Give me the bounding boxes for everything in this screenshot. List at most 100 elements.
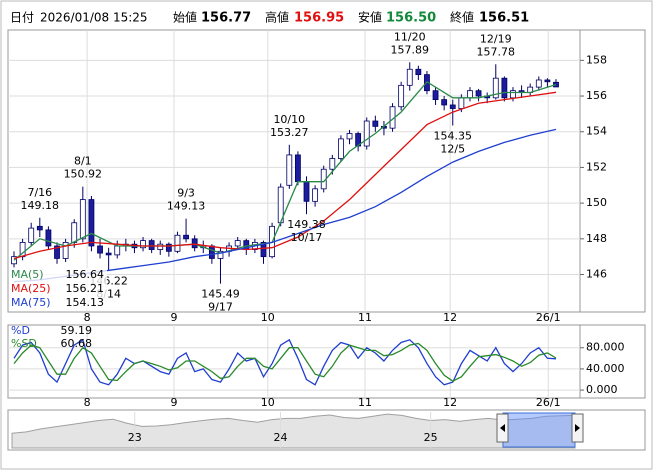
candle-body — [449, 104, 456, 109]
annotation-value: 157.89 — [390, 43, 429, 56]
annotation-date: 8/1 — [74, 155, 92, 168]
candle-body — [535, 79, 542, 88]
annotation-date: 7/16 — [27, 186, 52, 199]
value: 2026/01/08 15:25 — [40, 11, 148, 25]
x-tick-label: 9 — [171, 396, 178, 409]
x-tick-label: 23 — [128, 431, 142, 444]
legend-value: 156.64 — [66, 268, 105, 281]
candle-body — [346, 133, 353, 140]
candle-body — [234, 240, 241, 247]
candle-body — [183, 234, 189, 240]
candle-body — [295, 154, 301, 183]
value: 156.95 — [294, 11, 344, 26]
legend-name: MA(5) — [11, 268, 44, 281]
legend-value: 59.19 — [61, 324, 93, 337]
line — [13, 342, 557, 382]
candle-body — [363, 120, 370, 147]
x-tick-label: 9 — [171, 311, 178, 324]
line — [13, 80, 557, 261]
annotation-date: 10/17 — [291, 231, 323, 244]
candle-body — [208, 245, 215, 259]
y-tick-label: 156 — [586, 89, 607, 102]
annotation-date: 12/5 — [440, 142, 465, 155]
y-tick-label: 152 — [586, 160, 607, 173]
annotation-date: 11/20 — [394, 30, 426, 43]
candle-body — [191, 238, 198, 249]
annotation-value: 150.92 — [64, 168, 103, 181]
candle-body — [217, 250, 224, 259]
y-tick-label: 146 — [586, 268, 607, 281]
candle-body — [11, 256, 17, 265]
label: 始値 — [173, 10, 197, 25]
candle-body — [475, 90, 482, 97]
y-tick-label: 0.000 — [586, 383, 618, 396]
candle-body — [105, 252, 112, 256]
x-tick-label: 26/1 — [536, 311, 561, 324]
candle-body — [329, 158, 336, 170]
candle-body — [157, 243, 164, 250]
candle-body — [415, 68, 422, 76]
candle-body — [165, 243, 172, 252]
candle-body — [45, 229, 52, 247]
x-tick-label: 11 — [358, 396, 372, 409]
selection — [502, 412, 576, 448]
candle-body — [398, 84, 405, 108]
candle-body — [467, 90, 473, 99]
value: 156.50 — [386, 11, 436, 26]
line — [13, 338, 557, 386]
candle-body — [338, 138, 344, 159]
legend-name: MA(25) — [11, 282, 51, 295]
annotation-value: 157.78 — [477, 45, 516, 58]
x-tick-label: 8 — [84, 396, 91, 409]
x-tick-label: 11 — [358, 311, 372, 324]
candle-body — [114, 245, 121, 256]
candle-body — [88, 199, 95, 247]
candle-body — [71, 222, 78, 243]
annotation-value: 149.18 — [21, 199, 60, 212]
candle-body — [36, 225, 43, 231]
annotation-value: 149.13 — [167, 200, 206, 213]
y-tick-label: 40.000 — [586, 362, 625, 375]
candle-body — [28, 227, 35, 243]
candle-body — [492, 77, 499, 99]
candle-body — [510, 90, 516, 99]
y-tick-label: 80.000 — [586, 341, 625, 354]
header: 日付 2026/01/08 15:25 始値 156.77 高値 156.95 … — [10, 10, 529, 26]
legend-name: %SD — [11, 337, 37, 350]
annotation-date: 9/3 — [177, 187, 195, 200]
annotation-value: 154.35 — [434, 129, 473, 142]
candle-body — [54, 245, 60, 259]
x-tick-label: 12 — [443, 396, 457, 409]
candle-body — [303, 181, 310, 202]
legend-box — [9, 268, 107, 310]
candle-body — [260, 241, 267, 258]
annotation-value: 145.49 — [201, 288, 240, 301]
x-tick-label: 10 — [261, 311, 275, 324]
legend-name: MA(75) — [11, 296, 51, 309]
y-tick-label: 148 — [586, 232, 607, 245]
candle-body — [286, 154, 293, 186]
candle-body — [501, 77, 508, 99]
candle-body — [372, 120, 379, 127]
legend-value: 154.13 — [66, 296, 105, 309]
handle-arrow — [500, 424, 505, 432]
value: 156.77 — [201, 11, 251, 26]
y-tick-label: 154 — [586, 125, 607, 138]
line — [13, 91, 557, 260]
candle-body — [174, 234, 181, 252]
value: 156.51 — [479, 11, 529, 26]
x-tick-label: 10 — [261, 396, 275, 409]
candle-body — [312, 188, 319, 202]
candle-body — [79, 199, 86, 240]
annotation-value: 149.38 — [287, 218, 326, 231]
candle-body — [140, 240, 146, 249]
annotation-date: 12/19 — [480, 32, 512, 45]
candle-body — [148, 240, 155, 250]
candle-body — [432, 90, 439, 101]
legend-value: 60.68 — [61, 337, 93, 350]
annotation-date: 9/17 — [208, 301, 233, 314]
x-tick-label: 26/1 — [536, 396, 561, 409]
candle-body — [406, 68, 413, 86]
